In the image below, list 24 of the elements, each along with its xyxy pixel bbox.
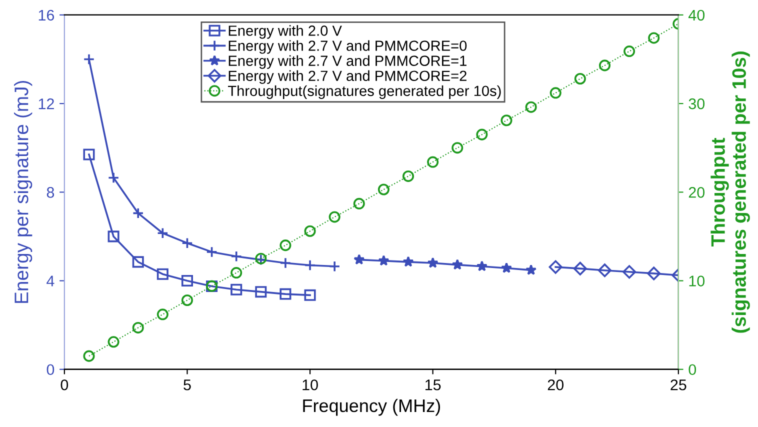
y2-tick-label: 30 [688,98,705,110]
y-tick-label: 12 [38,98,54,110]
legend-label: Energy with 2.7 V and PMMCORE=2 [228,70,466,84]
legend-label: Energy with 2.7 V and PMMCORE=0 [228,40,467,54]
y-tick-label: 16 [38,10,54,21]
x-tick-label: 20 [548,379,564,390]
y2-tick-label: 0 [688,364,696,376]
legend-label: Energy with 2.7 V and PMMCORE=1 [228,55,466,69]
x-tick-label: 15 [425,380,441,390]
x-tick-label: 10 [302,379,318,390]
legend-label: Throughput(signatures generated per 10s) [228,85,501,99]
x-tick-label: 0 [60,379,68,390]
y-tick-label: 8 [46,187,54,198]
y2-tick-label: 20 [688,187,705,198]
legend-label: Energy with 2.0 V [228,25,342,39]
y2-tick-label: 10 [689,276,705,286]
x-axis-title: Frequency (MHz) [303,398,440,416]
y-axis-title: Energy per signature (mJ) [14,80,32,303]
y2-tick-label: 40 [688,10,705,21]
y-tick-label: 0 [46,364,54,376]
x-tick-label: 5 [184,380,191,390]
y2-axis-title: Throughput (signatures generated per 10s) [710,52,750,333]
y-tick-label: 4 [46,276,54,286]
x-tick-label: 25 [670,379,686,390]
